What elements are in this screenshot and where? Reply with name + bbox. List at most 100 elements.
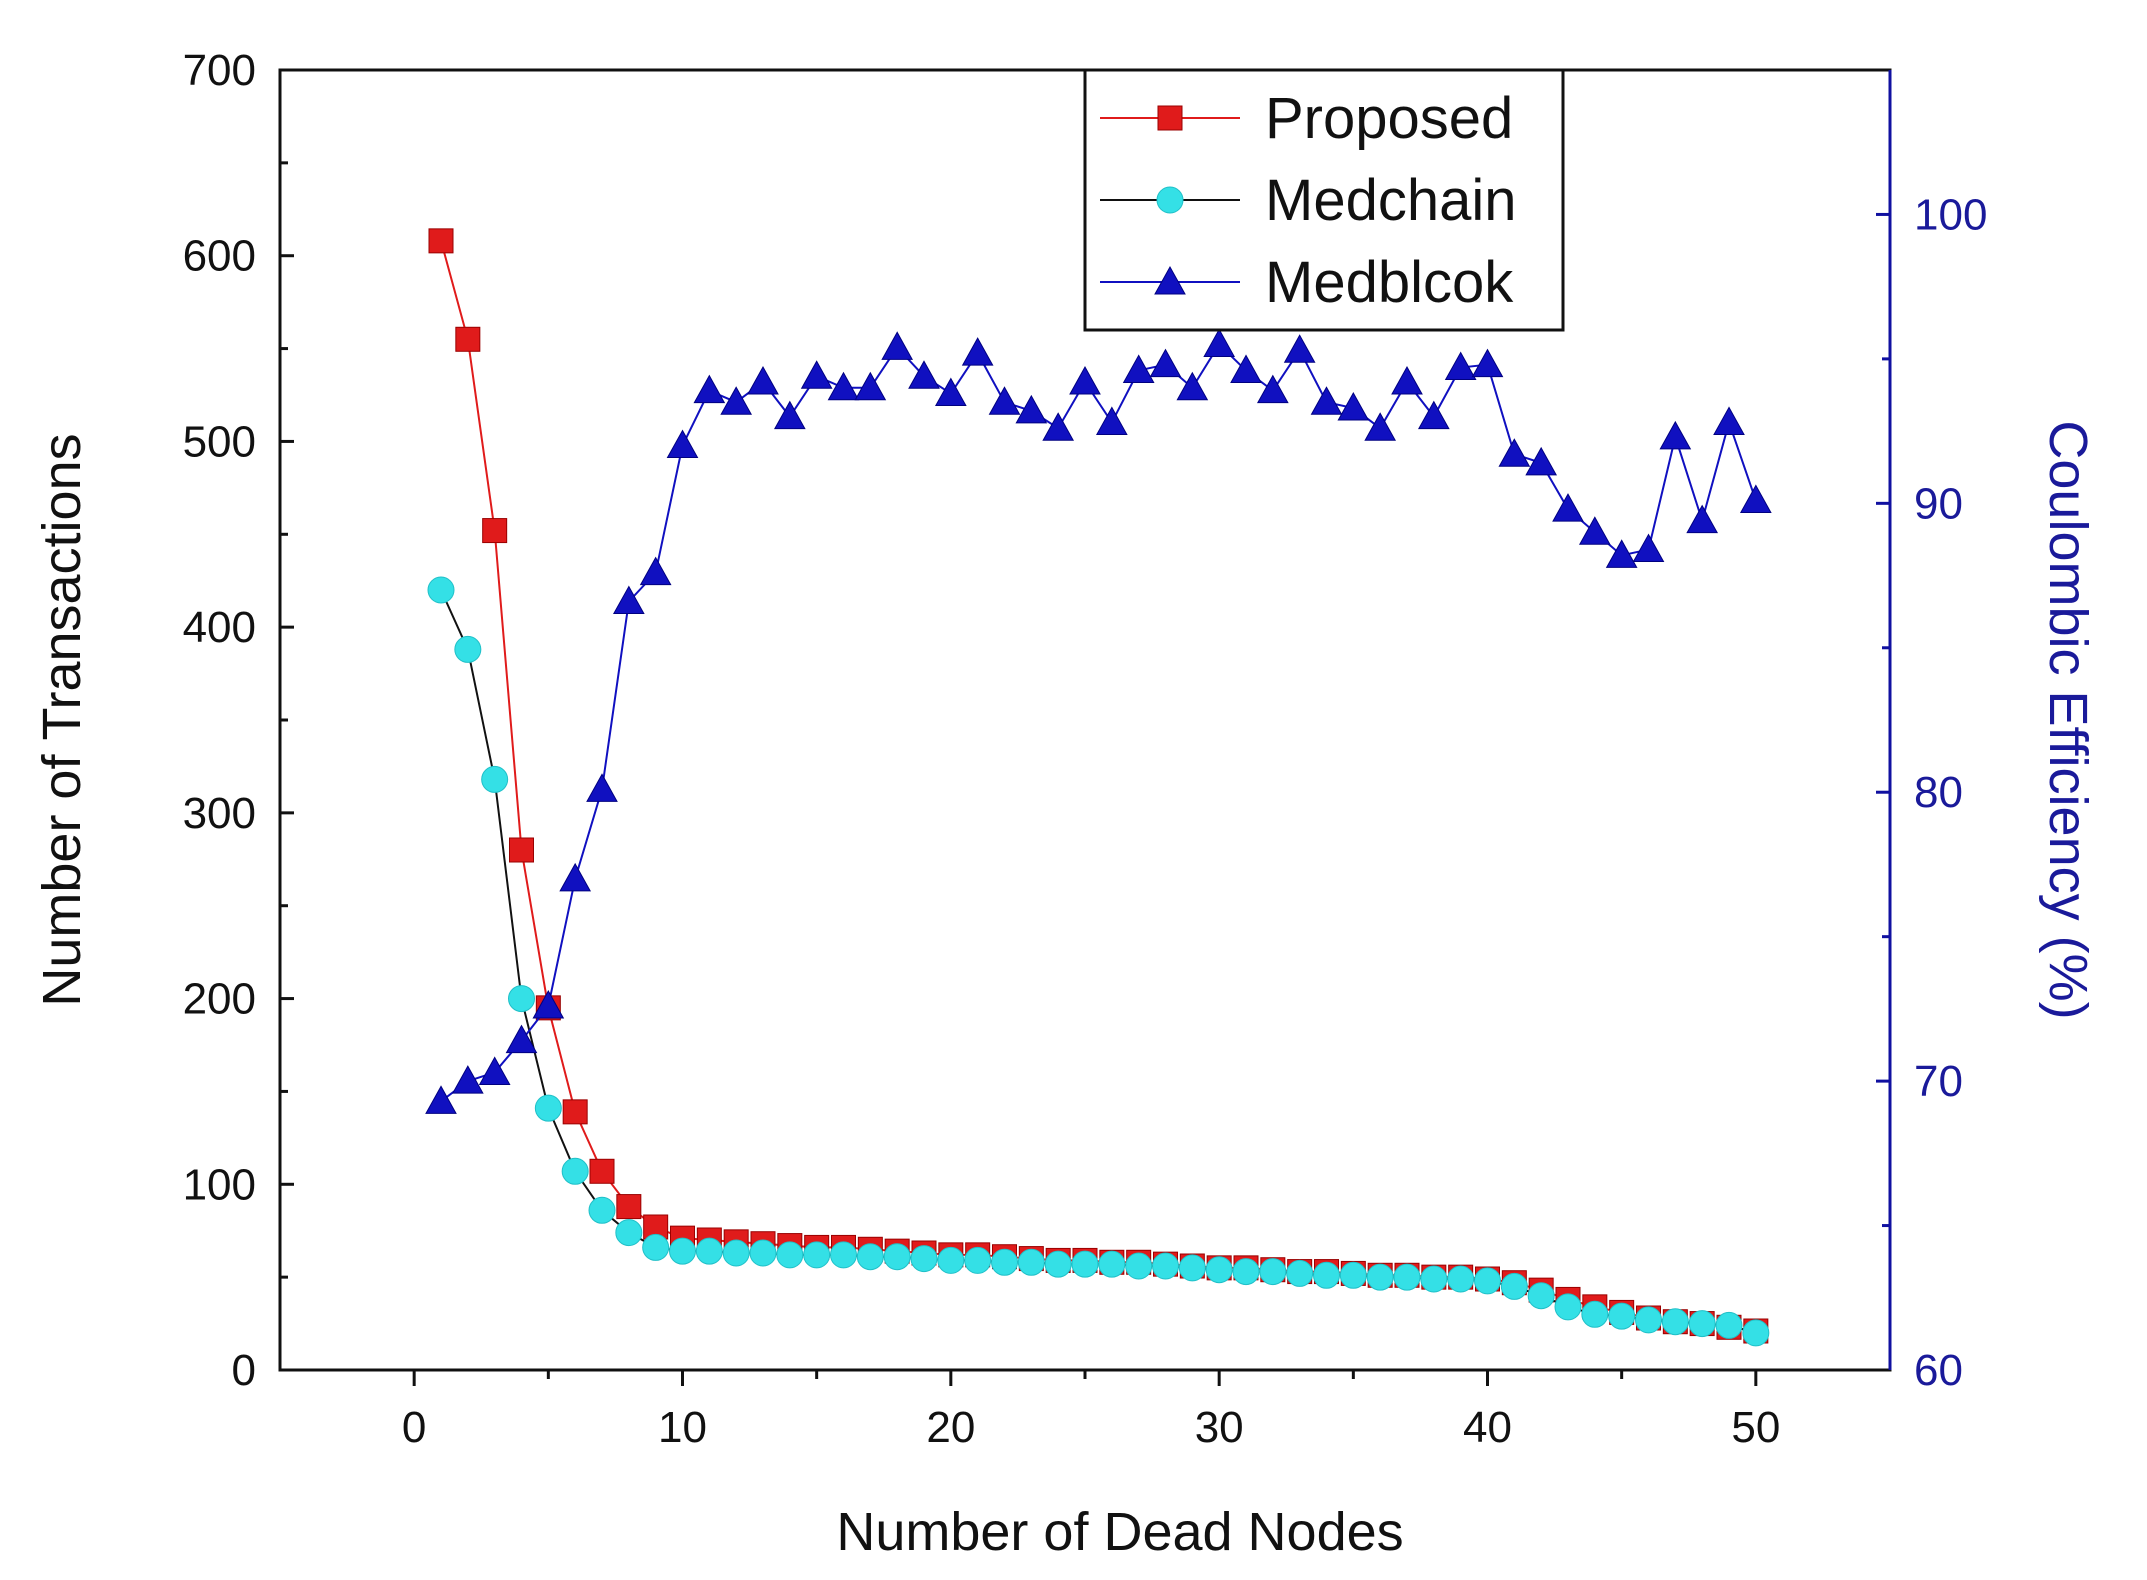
data-point — [586, 773, 618, 802]
data-point — [803, 1241, 831, 1269]
data-point — [1205, 1256, 1233, 1284]
y2-tick-label: 100 — [1914, 190, 1987, 239]
series-medchain — [427, 576, 1770, 1347]
data-point — [1149, 348, 1182, 378]
data-point — [1152, 1252, 1179, 1280]
data-point — [991, 1248, 1018, 1276]
data-point — [1071, 1250, 1099, 1278]
data-point — [451, 1065, 484, 1094]
data-point — [1259, 1258, 1287, 1286]
data-point — [1500, 1272, 1528, 1300]
data-point — [454, 635, 482, 663]
data-point — [589, 1158, 615, 1184]
data-point — [1015, 394, 1048, 424]
data-point — [800, 360, 833, 389]
data-point — [455, 326, 481, 352]
data-point — [1339, 1261, 1367, 1289]
data-point — [1474, 1267, 1501, 1295]
y2-tick-label: 80 — [1914, 768, 1963, 817]
data-point — [588, 1196, 616, 1224]
data-point — [1420, 1265, 1448, 1293]
data-point — [1552, 493, 1584, 522]
data-point — [1122, 354, 1155, 383]
legend-marker — [1156, 186, 1184, 214]
data-point — [1444, 351, 1477, 381]
y-tick-label: 700 — [183, 46, 256, 95]
x-tick-label: 0 — [402, 1403, 426, 1452]
data-point — [1447, 1265, 1475, 1293]
data-point — [1417, 400, 1450, 430]
data-point — [1742, 1319, 1770, 1347]
legend-label: Proposed — [1265, 86, 1513, 151]
y2-axis-title: Coulombic Efficiency (%) — [2038, 420, 2098, 1019]
data-point — [1686, 504, 1719, 534]
series-line — [440, 342, 1757, 1103]
x-tick-label: 20 — [926, 1403, 975, 1452]
data-point — [505, 1024, 538, 1054]
data-point — [1527, 1282, 1555, 1310]
data-point — [720, 386, 753, 415]
data-point — [1525, 446, 1558, 476]
data-point — [1554, 1293, 1582, 1321]
data-point — [1042, 412, 1075, 441]
y-tick-label: 500 — [183, 417, 256, 466]
data-point — [1608, 1302, 1636, 1330]
y-tick-label: 0 — [232, 1346, 256, 1395]
data-point — [776, 1241, 804, 1269]
y2-tick-label: 60 — [1914, 1346, 1963, 1395]
data-point — [749, 1239, 777, 1267]
legend-item: Medblcok — [1100, 250, 1514, 315]
data-point — [1283, 334, 1316, 363]
y-tick-label: 600 — [183, 232, 256, 281]
legend-label: Medblcok — [1265, 250, 1514, 315]
legend-marker — [1157, 105, 1183, 131]
data-point — [1069, 365, 1101, 395]
x-tick-label: 50 — [1731, 1403, 1780, 1452]
data-point — [478, 1056, 511, 1085]
y-tick-label: 200 — [183, 975, 256, 1024]
data-point — [910, 1245, 938, 1273]
data-point — [747, 365, 779, 395]
x-tick-label: 10 — [658, 1403, 707, 1452]
x-tick-label: 40 — [1463, 1403, 1512, 1452]
legend-marker — [1154, 265, 1186, 295]
data-point — [481, 765, 509, 793]
data-point — [639, 556, 672, 586]
grid-layer: 0 10 20 30 40 5001002003004005006007006070809… — [183, 46, 1988, 1452]
data-point — [693, 374, 726, 404]
data-point — [722, 1239, 750, 1267]
data-point — [1256, 374, 1289, 404]
series-line — [440, 589, 1757, 1334]
data-point — [1017, 1248, 1045, 1276]
data-point — [1605, 539, 1638, 568]
data-point — [695, 1237, 723, 1265]
data-point — [616, 1194, 642, 1220]
data-point — [854, 371, 887, 401]
legend: Proposed Medchain Medblcok — [1083, 68, 1565, 332]
y2-tick-label: 70 — [1914, 1057, 1963, 1106]
data-point — [908, 360, 940, 389]
legend-label: Medchain — [1265, 168, 1516, 233]
data-point — [534, 1094, 562, 1122]
data-point — [1176, 371, 1209, 401]
data-point — [1659, 420, 1692, 450]
data-point — [508, 985, 535, 1013]
data-point — [1095, 406, 1128, 435]
data-point — [561, 1157, 589, 1185]
series-line — [440, 240, 1756, 1332]
data-point — [1203, 328, 1236, 357]
data-point — [1632, 533, 1665, 563]
data-point — [1715, 1311, 1743, 1339]
data-point — [1578, 516, 1611, 545]
data-point — [562, 1099, 588, 1125]
data-point — [773, 400, 806, 430]
data-point — [961, 337, 994, 366]
data-point — [1739, 484, 1772, 513]
y-tick-label: 300 — [183, 789, 256, 838]
data-point — [881, 331, 914, 360]
data-point — [1125, 1252, 1153, 1280]
legend-item: Medchain — [1100, 168, 1516, 233]
data-point — [615, 1219, 643, 1247]
data-point — [1364, 412, 1397, 441]
data-point — [1178, 1254, 1206, 1282]
